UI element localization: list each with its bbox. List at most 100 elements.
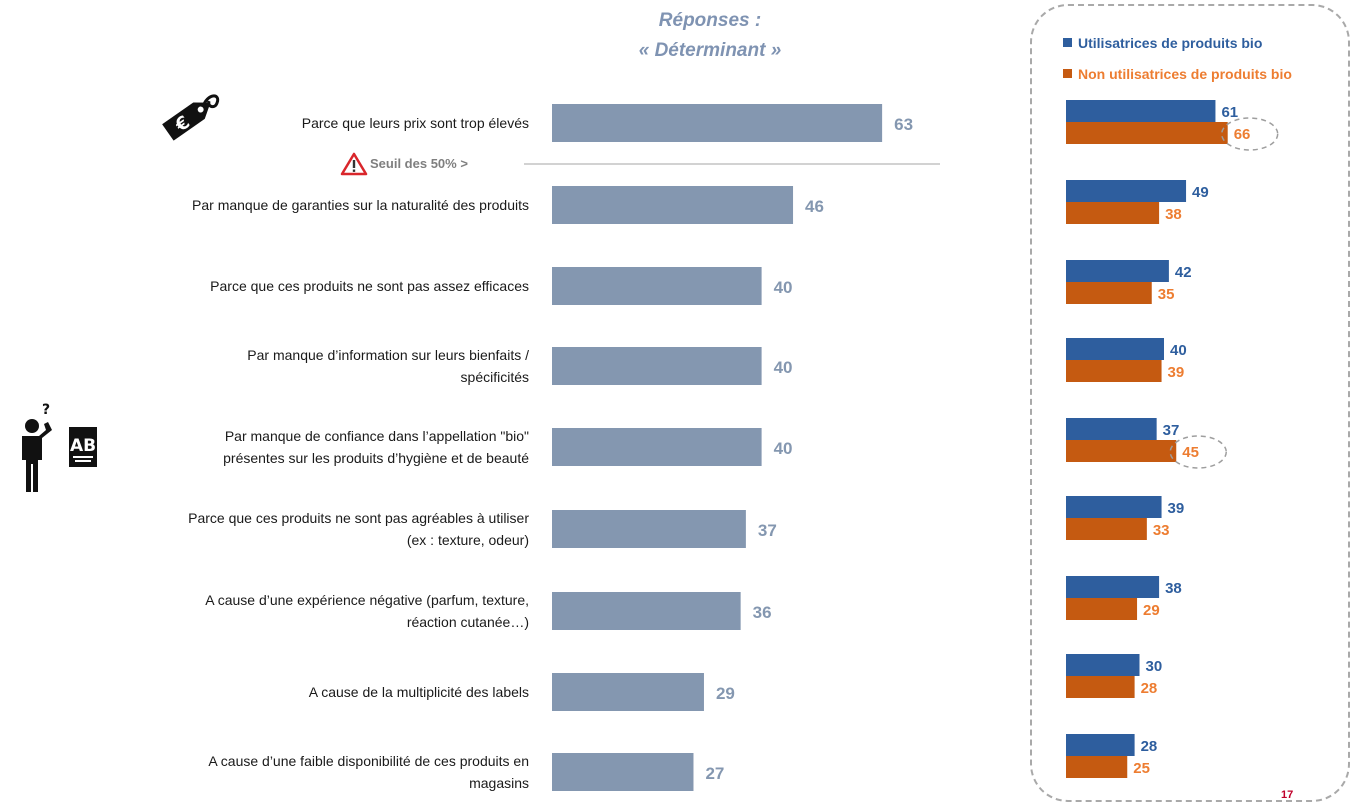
side-value-users-4: 40 bbox=[1170, 342, 1187, 359]
threshold-text: Seuil des 50% bbox=[370, 156, 457, 171]
category-label-1: Parce que leurs prix sont trop élevés bbox=[59, 112, 529, 134]
chevron-right-icon: > bbox=[460, 156, 468, 171]
legend-swatch-users bbox=[1063, 38, 1072, 47]
bar-value-label-5: 40 bbox=[774, 439, 793, 458]
legend-label-users: Utilisatrices de produits bio bbox=[1078, 35, 1263, 51]
bar-value-label-3: 40 bbox=[774, 278, 793, 297]
side-bar-users-3 bbox=[1066, 260, 1169, 282]
side-bar-users-5 bbox=[1066, 418, 1157, 440]
side-value-users-6: 39 bbox=[1168, 500, 1185, 517]
category-label-line: Par manque de garanties sur la naturalit… bbox=[192, 197, 529, 213]
side-value-non-users-8: 28 bbox=[1141, 680, 1158, 697]
category-label-2: Par manque de garanties sur la naturalit… bbox=[59, 194, 529, 216]
side-value-non-users-1: 66 bbox=[1234, 126, 1251, 143]
side-value-users-7: 38 bbox=[1165, 580, 1182, 597]
side-value-non-users-7: 29 bbox=[1143, 602, 1160, 619]
bar-value-label-8: 29 bbox=[716, 684, 735, 703]
side-bar-users-8 bbox=[1066, 654, 1140, 676]
side-value-users-2: 49 bbox=[1192, 184, 1209, 201]
bar-value-label-7: 36 bbox=[753, 603, 772, 622]
bar-5 bbox=[552, 428, 762, 466]
side-bar-non-users-4 bbox=[1066, 360, 1162, 382]
category-label-line: (ex : texture, odeur) bbox=[406, 532, 529, 548]
category-label-line: spécificités bbox=[460, 369, 529, 385]
category-label-line: réaction cutanée…) bbox=[406, 614, 529, 630]
side-value-non-users-5: 45 bbox=[1182, 444, 1199, 461]
side-bar-users-9 bbox=[1066, 734, 1135, 756]
side-bar-users-4 bbox=[1066, 338, 1164, 360]
legend-item-non-users: Non utilisatrices de produits bio bbox=[1063, 65, 1292, 83]
category-label-5: Par manque de confiance dans l’appellati… bbox=[59, 425, 529, 469]
category-label-line: présentes sur les produits d’hygiène et … bbox=[223, 450, 529, 466]
page-number: 17 bbox=[1281, 789, 1294, 801]
side-bar-users-7 bbox=[1066, 576, 1160, 598]
category-label-line: magasins bbox=[469, 775, 529, 791]
threshold-label: Seuil des 50% > bbox=[370, 149, 468, 179]
category-label-3: Parce que ces produits ne sont pas assez… bbox=[59, 275, 529, 297]
category-label-line: Par manque de confiance dans l’appellati… bbox=[224, 428, 529, 444]
side-value-non-users-2: 38 bbox=[1165, 206, 1182, 223]
side-value-non-users-3: 35 bbox=[1158, 286, 1175, 303]
side-value-non-users-6: 33 bbox=[1153, 522, 1170, 539]
side-bar-non-users-6 bbox=[1066, 518, 1147, 540]
side-value-users-9: 28 bbox=[1141, 738, 1158, 755]
thinking-person-icon: ? bbox=[22, 402, 52, 492]
chart-header: Réponses : « Déterminant » bbox=[560, 6, 860, 66]
bar-2 bbox=[552, 186, 794, 224]
side-bar-non-users-1 bbox=[1066, 122, 1228, 144]
bar-1 bbox=[552, 104, 883, 142]
side-value-users-3: 42 bbox=[1175, 264, 1192, 281]
bar-7 bbox=[552, 592, 741, 630]
side-bar-non-users-5 bbox=[1066, 440, 1177, 462]
category-label-line: Parce que ces produits ne sont pas agréa… bbox=[188, 510, 529, 526]
bar-8 bbox=[552, 673, 704, 711]
bar-6 bbox=[552, 510, 746, 548]
side-bar-non-users-7 bbox=[1066, 598, 1138, 620]
bar-3 bbox=[552, 267, 762, 305]
highlight-ellipse-2 bbox=[1169, 435, 1227, 469]
svg-text:AB: AB bbox=[70, 436, 96, 456]
bar-value-label-4: 40 bbox=[774, 358, 793, 377]
bar-4 bbox=[552, 347, 762, 385]
bar-9 bbox=[552, 753, 694, 791]
side-bar-non-users-2 bbox=[1066, 202, 1160, 224]
side-value-non-users-4: 39 bbox=[1168, 364, 1185, 381]
category-label-8: A cause de la multiplicité des labels bbox=[59, 681, 529, 703]
side-value-users-8: 30 bbox=[1146, 658, 1163, 675]
price-tag-euro-icon: € bbox=[162, 94, 220, 141]
comparison-panel bbox=[1030, 4, 1350, 802]
side-bar-non-users-3 bbox=[1066, 282, 1152, 304]
highlight-ellipse-1 bbox=[1220, 117, 1279, 151]
category-label-line: A cause d’une faible disponibilité de ce… bbox=[208, 753, 529, 769]
category-label-line: Parce que ces produits ne sont pas assez… bbox=[210, 278, 529, 294]
side-bar-users-1 bbox=[1066, 100, 1216, 122]
category-label-7: A cause d’une expérience négative (parfu… bbox=[59, 589, 529, 633]
legend-item-users: Utilisatrices de produits bio bbox=[1063, 34, 1262, 52]
side-bar-non-users-9 bbox=[1066, 756, 1128, 778]
category-label-line: A cause de la multiplicité des labels bbox=[308, 684, 529, 700]
side-bar-users-2 bbox=[1066, 180, 1187, 202]
bar-value-label-2: 46 bbox=[805, 197, 824, 216]
header-line-1: Réponses : bbox=[658, 10, 762, 31]
bar-value-label-1: 63 bbox=[894, 115, 913, 134]
side-value-non-users-9: 25 bbox=[1133, 760, 1150, 777]
category-label-line: Par manque d’information sur leurs bienf… bbox=[247, 347, 529, 363]
category-label-9: A cause d’une faible disponibilité de ce… bbox=[59, 750, 529, 794]
category-label-6: Parce que ces produits ne sont pas agréa… bbox=[59, 507, 529, 551]
side-value-users-5: 37 bbox=[1163, 422, 1180, 439]
svg-text:?: ? bbox=[42, 402, 50, 418]
side-value-users-1: 61 bbox=[1221, 104, 1238, 121]
warning-triangle-icon bbox=[340, 152, 368, 176]
legend-label-non-users: Non utilisatrices de produits bio bbox=[1078, 66, 1292, 82]
header-line-2: « Déterminant » bbox=[638, 40, 782, 61]
category-label-line: A cause d’une expérience négative (parfu… bbox=[205, 592, 529, 608]
ab-organic-label-icon: AB bbox=[69, 427, 97, 467]
bar-value-label-6: 37 bbox=[758, 521, 777, 540]
side-bar-users-6 bbox=[1066, 496, 1162, 518]
category-label-line: Parce que leurs prix sont trop élevés bbox=[301, 115, 529, 131]
bar-value-label-9: 27 bbox=[705, 764, 724, 783]
legend-swatch-non-users bbox=[1063, 69, 1072, 78]
